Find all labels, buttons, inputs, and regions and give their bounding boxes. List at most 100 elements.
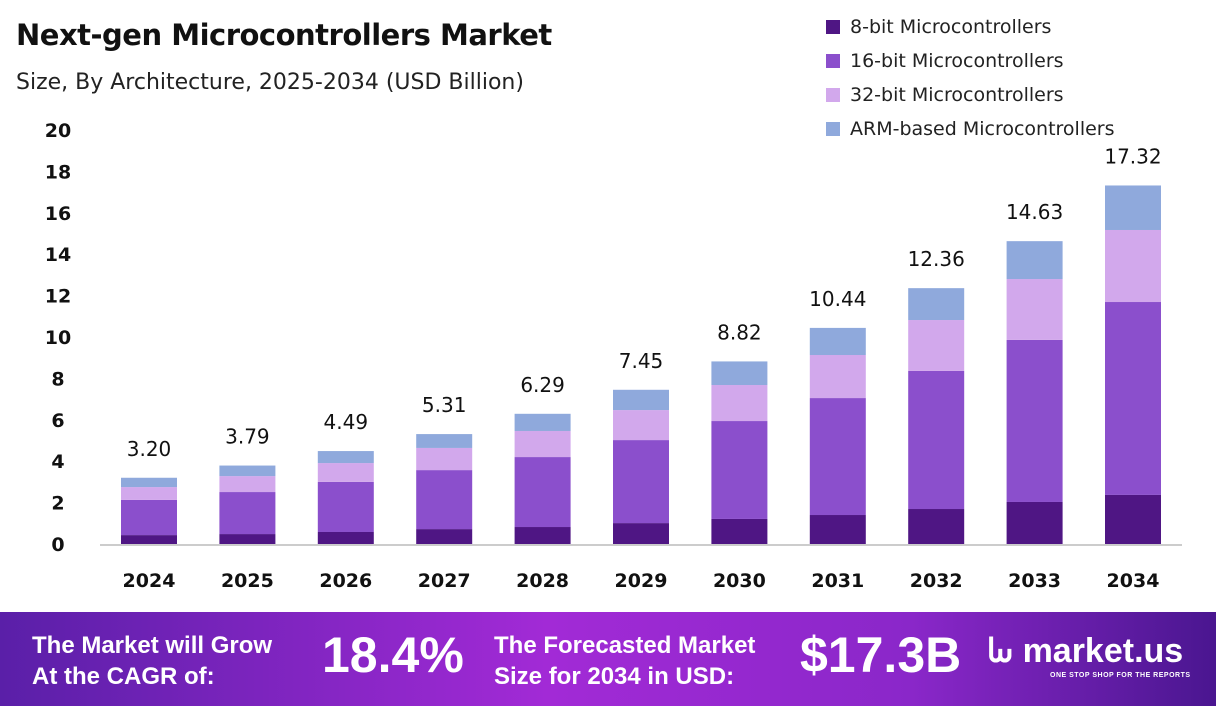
x-tick-label: 2026 xyxy=(319,570,372,592)
legend-swatch xyxy=(826,88,840,102)
bar-segment-2030-2 xyxy=(711,385,768,422)
bar-segment-2032-3 xyxy=(908,288,965,321)
bar-segment-2028-1 xyxy=(514,457,571,528)
bar-segment-2028-3 xyxy=(514,413,571,431)
bar-segment-2031-1 xyxy=(809,398,866,516)
x-tick-label: 2024 xyxy=(123,570,176,592)
data-label: 10.44 xyxy=(809,287,866,311)
y-tick-label: 18 xyxy=(45,161,71,183)
legend: 8-bit Microcontrollers 16-bit Microcontr… xyxy=(826,10,1115,146)
chart-title: Next-gen Microcontrollers Market xyxy=(16,18,552,52)
bar-segment-2031-3 xyxy=(809,327,866,356)
bar-segment-2032-0 xyxy=(908,509,965,544)
x-tick-label: 2029 xyxy=(615,570,668,592)
bar-segment-2026-2 xyxy=(317,463,374,482)
x-tick-label: 2032 xyxy=(910,570,963,592)
forecast-label-line: Size for 2034 in USD: xyxy=(494,663,735,690)
bar-segment-2034-3 xyxy=(1105,185,1161,230)
legend-item-8bit: 8-bit Microcontrollers xyxy=(826,10,1115,44)
cagr-label-line: At the CAGR of: xyxy=(32,663,215,690)
bar-segment-2030-3 xyxy=(711,361,768,386)
bar-segment-2033-2 xyxy=(1006,279,1063,340)
bar-segment-2033-0 xyxy=(1006,501,1063,544)
footer-banner: The Market will Grow At the CAGR of: 18.4… xyxy=(0,612,1216,706)
bar-segment-2034-2 xyxy=(1105,229,1161,303)
cagr-label: The Market will Grow At the CAGR of: xyxy=(32,630,272,692)
y-tick-label: 10 xyxy=(45,327,71,349)
bar-segment-2033-3 xyxy=(1006,241,1063,280)
bar-segment-2030-0 xyxy=(711,518,768,544)
bar-segment-2027-3 xyxy=(416,434,473,448)
bar-segment-2024-2 xyxy=(121,487,177,500)
bar-segment-2030-1 xyxy=(711,421,768,519)
cagr-value: 18.4% xyxy=(322,627,464,683)
bar-segment-2025-3 xyxy=(219,465,276,477)
stacked-bar-chart: 0 2 4 6 8 10 12 14 16 18 20 3.20 2024 3.79 2025 4.49 202… xyxy=(45,120,1182,592)
bar-segment-2024-1 xyxy=(121,499,177,536)
forecast-label: The Forecasted Market Size for 2034 in US… xyxy=(494,630,755,692)
legend-swatch xyxy=(826,54,840,68)
bar-segment-2034-1 xyxy=(1105,302,1161,495)
data-label: 17.32 xyxy=(1104,144,1161,168)
bar-segment-2029-2 xyxy=(613,410,669,441)
y-tick-label: 8 xyxy=(51,368,64,390)
bar-segment-2028-2 xyxy=(514,430,571,458)
data-label: 14.63 xyxy=(1006,200,1063,224)
y-tick-label: 12 xyxy=(45,286,71,308)
x-tick-label: 2031 xyxy=(811,570,864,592)
data-label: 4.49 xyxy=(324,410,369,434)
bar-segment-2026-0 xyxy=(317,531,374,544)
bar-segment-2024-3 xyxy=(121,477,177,488)
legend-item-arm: ARM-based Microcontrollers xyxy=(826,112,1115,146)
data-label: 3.79 xyxy=(225,425,270,449)
x-tick-label: 2027 xyxy=(418,570,471,592)
y-tick-label: 0 xyxy=(51,534,64,556)
bar-segment-2032-1 xyxy=(908,370,965,510)
logo-text: market.us xyxy=(1022,632,1184,670)
legend-label: 32-bit Microcontrollers xyxy=(850,84,1064,106)
legend-item-16bit: 16-bit Microcontrollers xyxy=(826,44,1115,78)
data-label: 8.82 xyxy=(717,320,762,344)
legend-item-32bit: 32-bit Microcontrollers xyxy=(826,78,1115,112)
x-tick-label: 2034 xyxy=(1107,570,1160,592)
bar-segment-2031-0 xyxy=(809,515,866,544)
bar-segment-2033-1 xyxy=(1006,339,1063,502)
bar-segment-2027-1 xyxy=(416,470,473,530)
legend-swatch xyxy=(826,122,840,136)
x-tick-label: 2028 xyxy=(516,570,569,592)
data-label: 12.36 xyxy=(908,247,965,271)
cagr-label-line: The Market will Grow xyxy=(32,632,273,659)
y-tick-label: 6 xyxy=(51,410,64,432)
chart-subtitle: Size, By Architecture, 2025-2034 (USD Bi… xyxy=(16,70,524,95)
y-tick-label: 14 xyxy=(45,244,71,266)
forecast-label-line: The Forecasted Market xyxy=(494,632,756,659)
logo-icon: ᘈ xyxy=(988,632,1013,670)
bar-segment-2029-3 xyxy=(613,389,669,411)
bar-segment-2029-0 xyxy=(613,523,669,544)
x-tick-label: 2025 xyxy=(221,570,274,592)
bar-segment-2025-0 xyxy=(219,534,276,544)
y-tick-label: 20 xyxy=(45,120,71,142)
bar-segment-2027-0 xyxy=(416,529,473,544)
market-us-logo: ᘈ market.us xyxy=(988,632,1183,671)
bar-segment-2028-0 xyxy=(514,527,571,544)
logo-tagline: ONE STOP SHOP FOR THE REPORTS xyxy=(1050,672,1191,679)
bar-segment-2031-2 xyxy=(809,355,866,399)
bar-segment-2025-2 xyxy=(219,476,276,493)
data-label: 3.20 xyxy=(127,437,172,461)
bar-segment-2025-1 xyxy=(219,492,276,535)
x-tick-label: 2033 xyxy=(1008,570,1061,592)
y-tick-label: 4 xyxy=(51,451,64,473)
x-tick-label: 2030 xyxy=(713,570,766,592)
bar-segment-2032-2 xyxy=(908,320,965,371)
bar-segment-2029-1 xyxy=(613,440,669,524)
data-label: 5.31 xyxy=(422,393,467,417)
bar-segment-2034-0 xyxy=(1105,494,1161,544)
legend-label: 16-bit Microcontrollers xyxy=(850,50,1064,72)
y-tick-label: 2 xyxy=(51,493,64,515)
y-tick-label: 16 xyxy=(45,203,71,225)
bar-segment-2027-2 xyxy=(416,447,473,471)
bar-segment-2026-3 xyxy=(317,451,374,464)
legend-swatch xyxy=(826,20,840,34)
data-label: 6.29 xyxy=(520,373,565,397)
